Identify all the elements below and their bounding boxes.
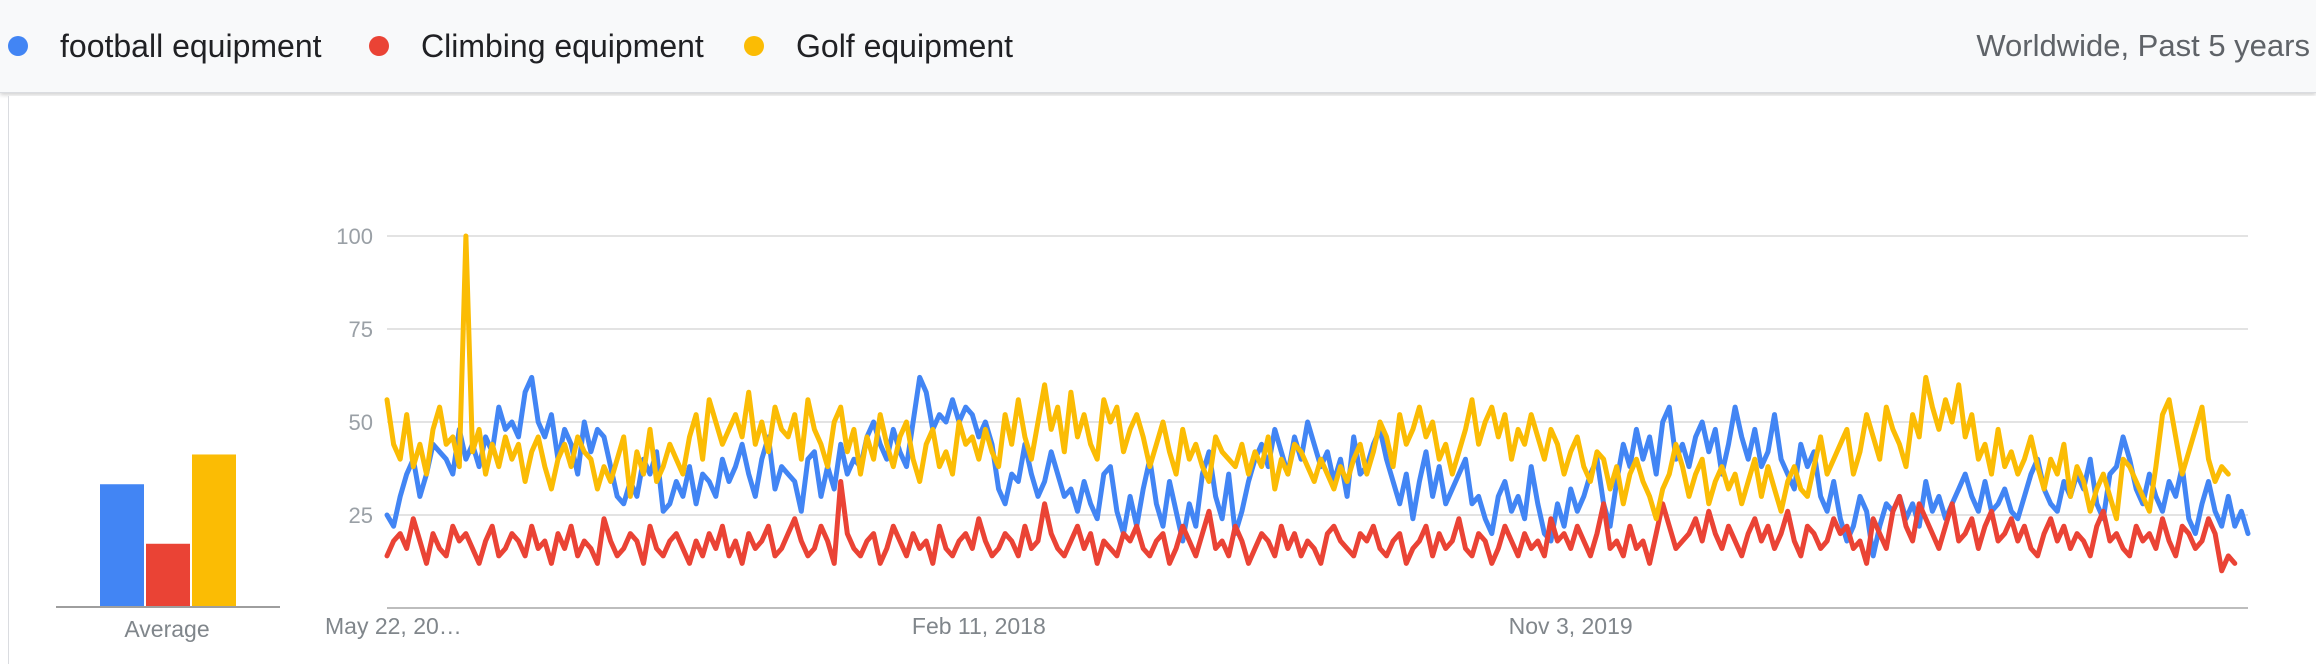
x-axis-ticks: May 22, 20… Feb 11, 2018 Nov 3, 2019 [325,613,1633,639]
legend-label-football: football equipment [60,27,322,64]
legend-dot-golf [744,36,764,56]
legend-item-golf[interactable]: Golf equipment [744,24,1013,68]
y-tick-label: 75 [349,317,373,342]
y-tick-label: 25 [349,503,373,528]
legend-dot-football [8,36,28,56]
legend-label-climbing: Climbing equipment [421,27,704,64]
region-period-label[interactable]: Worldwide, Past 5 years [1976,28,2310,63]
average-label: Average [124,616,209,642]
series-line-football-equipment [384,374,2251,559]
x-tick-label: Nov 3, 2019 [1509,613,1633,639]
chart-card [8,96,2316,664]
legend-label-golf: Golf equipment [796,27,1014,64]
y-tick-label: 50 [349,410,373,435]
legend-item-climbing[interactable]: Climbing equipment [369,24,704,68]
series-line-climbing-equipment [384,479,2238,574]
x-tick-label: Feb 11, 2018 [912,613,1046,639]
y-axis-ticks: 25 50 75 100 [336,224,373,528]
average-bars [56,454,280,608]
legend-bar: football equipment Climbing equipment Go… [0,0,2316,93]
legend-item-football[interactable]: football equipment [8,24,322,68]
x-tick-label: May 22, 20… [325,613,462,639]
average-bar-1 [146,543,190,607]
average-bar-2 [192,454,236,607]
series-line-golf-equipment [384,233,2231,522]
series-lines [384,233,2251,574]
y-tick-label: 100 [336,224,373,249]
average-bar-0 [100,484,144,607]
legend-dot-climbing [369,36,389,56]
